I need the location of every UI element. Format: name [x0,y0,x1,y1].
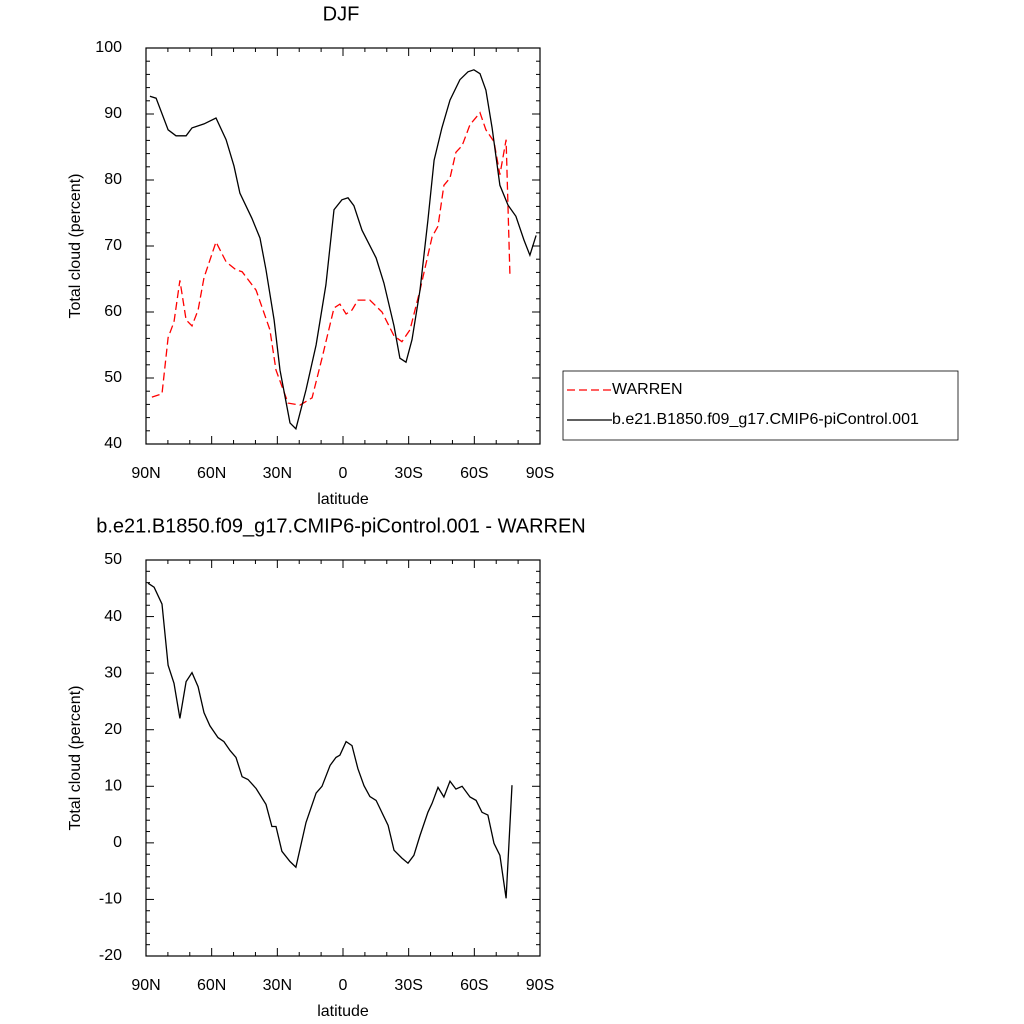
x-tick-label: 60N [197,465,226,482]
x-axis-label: latitude [317,491,369,508]
y-tick-label: -20 [99,947,122,964]
x-tick-label: 30N [263,977,292,994]
chart-title: b.e21.B1850.f09_g17.CMIP6-piControl.001 … [96,515,586,537]
y-tick-label: 40 [104,608,122,625]
data-line [151,111,511,406]
x-tick-label: 30S [394,977,422,994]
y-tick-label: 20 [104,721,122,738]
y-axis-label: Total cloud (percent) [67,174,84,319]
x-tick-label: 0 [339,465,348,482]
x-tick-label: 60S [460,977,488,994]
y-axis-label: Total cloud (percent) [67,686,84,831]
plot-frame [145,559,541,957]
y-tick-label: -10 [99,891,122,908]
chart-title: DJF [323,3,360,25]
y-tick-label: 50 [104,369,122,386]
x-tick-label: 90S [526,977,554,994]
x-tick-label: 90N [131,977,160,994]
x-tick-label: 90N [131,465,160,482]
y-tick-label: 60 [104,303,122,320]
legend-label: b.e21.B1850.f09_g17.CMIP6-piControl.001 [612,411,919,428]
chart-panel: b.e21.B1850.f09_g17.CMIP6-piControl.001 … [67,515,586,1020]
x-tick-label: 30S [394,465,422,482]
y-tick-label: 40 [104,435,122,452]
x-tick-label: 90S [526,465,554,482]
y-tick-label: 50 [104,551,122,568]
y-tick-label: 10 [104,778,122,795]
data-line [147,582,513,899]
x-tick-label: 60S [460,465,488,482]
y-tick-label: 80 [104,171,122,188]
y-tick-label: 30 [104,664,122,681]
y-tick-label: 0 [113,834,122,851]
y-tick-label: 70 [104,237,122,254]
data-line [149,69,537,431]
legend-label: WARREN [612,381,683,398]
legend-box [562,370,959,441]
y-tick-label: 90 [104,105,122,122]
x-axis-label: latitude [317,1003,369,1020]
chart-panel: DJF latitude Total cloud (percent) 90N 60N 30… [67,3,959,508]
x-tick-label: 30N [263,465,292,482]
legend: WARREN b.e21.B1850.f09_g17.CMIP6-piContro… [562,370,959,441]
x-tick-label: 0 [339,977,348,994]
y-tick-label: 100 [95,39,122,56]
plot-frame [145,47,541,445]
x-tick-label: 60N [197,977,226,994]
